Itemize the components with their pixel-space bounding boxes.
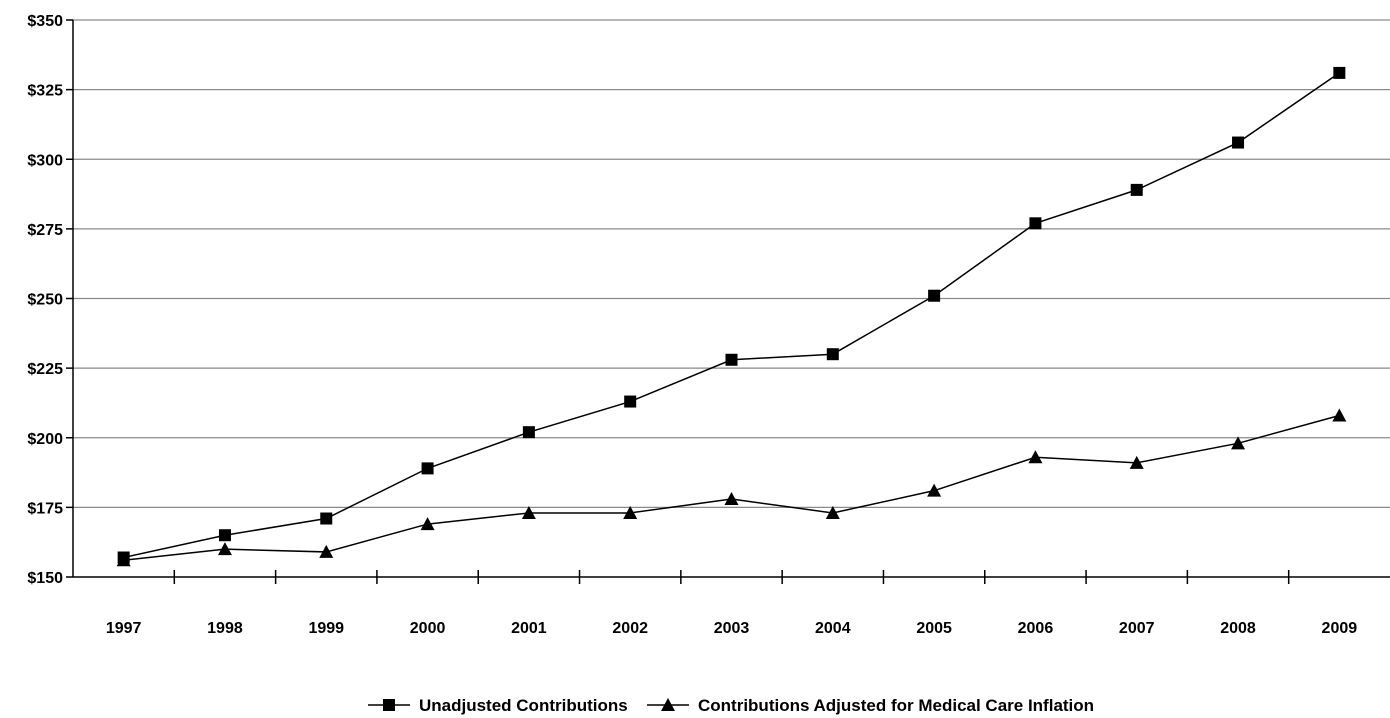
data-point-square <box>320 512 333 525</box>
data-point-square <box>421 462 434 475</box>
x-tick-label: 2006 <box>1018 620 1054 637</box>
data-point-square <box>928 289 941 302</box>
x-tick-label: 1997 <box>106 620 142 637</box>
x-tick-label: 2001 <box>511 620 547 637</box>
axes <box>66 19 1390 584</box>
data-point-square <box>826 348 839 361</box>
data-point-triangle <box>623 505 638 519</box>
gridlines <box>73 19 1390 508</box>
x-tick-label: 1998 <box>207 620 243 637</box>
legend-label-unadjusted: Unadjusted Contributions <box>419 696 628 715</box>
data-point-triangle <box>1028 450 1043 464</box>
data-point-triangle <box>319 544 334 558</box>
legend-marker-square <box>383 699 395 711</box>
x-tick-label: 2004 <box>815 620 851 637</box>
data-point-square <box>1029 217 1042 230</box>
x-tick-label: 2009 <box>1322 620 1358 637</box>
data-point-square <box>624 395 637 408</box>
y-tick-label: $175 <box>27 500 63 517</box>
x-tick-label: 2005 <box>916 620 952 637</box>
y-axis-tick-labels: $150 $175 $200 $225 $250 $275 $300 $325 $350 <box>27 13 63 587</box>
legend-label-adjusted: Contributions Adjusted for Medical Care … <box>698 696 1094 715</box>
series-line-unadjusted <box>123 72 1340 559</box>
y-tick-label: $275 <box>27 222 63 239</box>
x-tick-label: 1999 <box>308 620 344 637</box>
data-point-triangle <box>1332 408 1347 422</box>
data-point-square <box>1333 66 1346 79</box>
x-axis-tick-labels: 1997 1998 1999 2000 2001 2002 2003 2004 2005 2006… <box>106 620 1357 637</box>
data-point-triangle <box>521 505 536 519</box>
data-point-square <box>218 529 231 542</box>
legend: Unadjusted Contributions Contributions A… <box>368 696 1094 715</box>
y-tick-label: $250 <box>27 292 63 309</box>
data-point-triangle <box>927 483 942 497</box>
x-tick-label: 2000 <box>410 620 446 637</box>
x-tick-label: 2008 <box>1220 620 1256 637</box>
data-point-triangle <box>116 553 131 567</box>
y-tick-label: $350 <box>27 13 63 30</box>
y-tick-label: $300 <box>27 152 63 169</box>
data-point-triangle <box>1231 436 1246 450</box>
legend-marker-triangle <box>661 698 675 711</box>
y-tick-label: $200 <box>27 431 63 448</box>
data-point-triangle <box>420 517 435 531</box>
data-point-triangle <box>724 492 739 506</box>
data-point-triangle <box>1129 455 1144 469</box>
data-point-square <box>725 353 738 366</box>
data-point-square <box>1232 136 1245 149</box>
x-tick-label: 2007 <box>1119 620 1155 637</box>
y-tick-label: $150 <box>27 570 63 587</box>
data-point-square <box>522 426 535 439</box>
y-tick-label: $225 <box>27 361 63 378</box>
data-point-triangle <box>217 542 232 556</box>
data-point-square <box>1130 183 1143 196</box>
series-layer <box>116 66 1347 567</box>
y-tick-label: $325 <box>27 83 63 100</box>
x-tick-label: 2002 <box>612 620 648 637</box>
data-point-triangle <box>825 505 840 519</box>
x-tick-label: 2003 <box>714 620 750 637</box>
